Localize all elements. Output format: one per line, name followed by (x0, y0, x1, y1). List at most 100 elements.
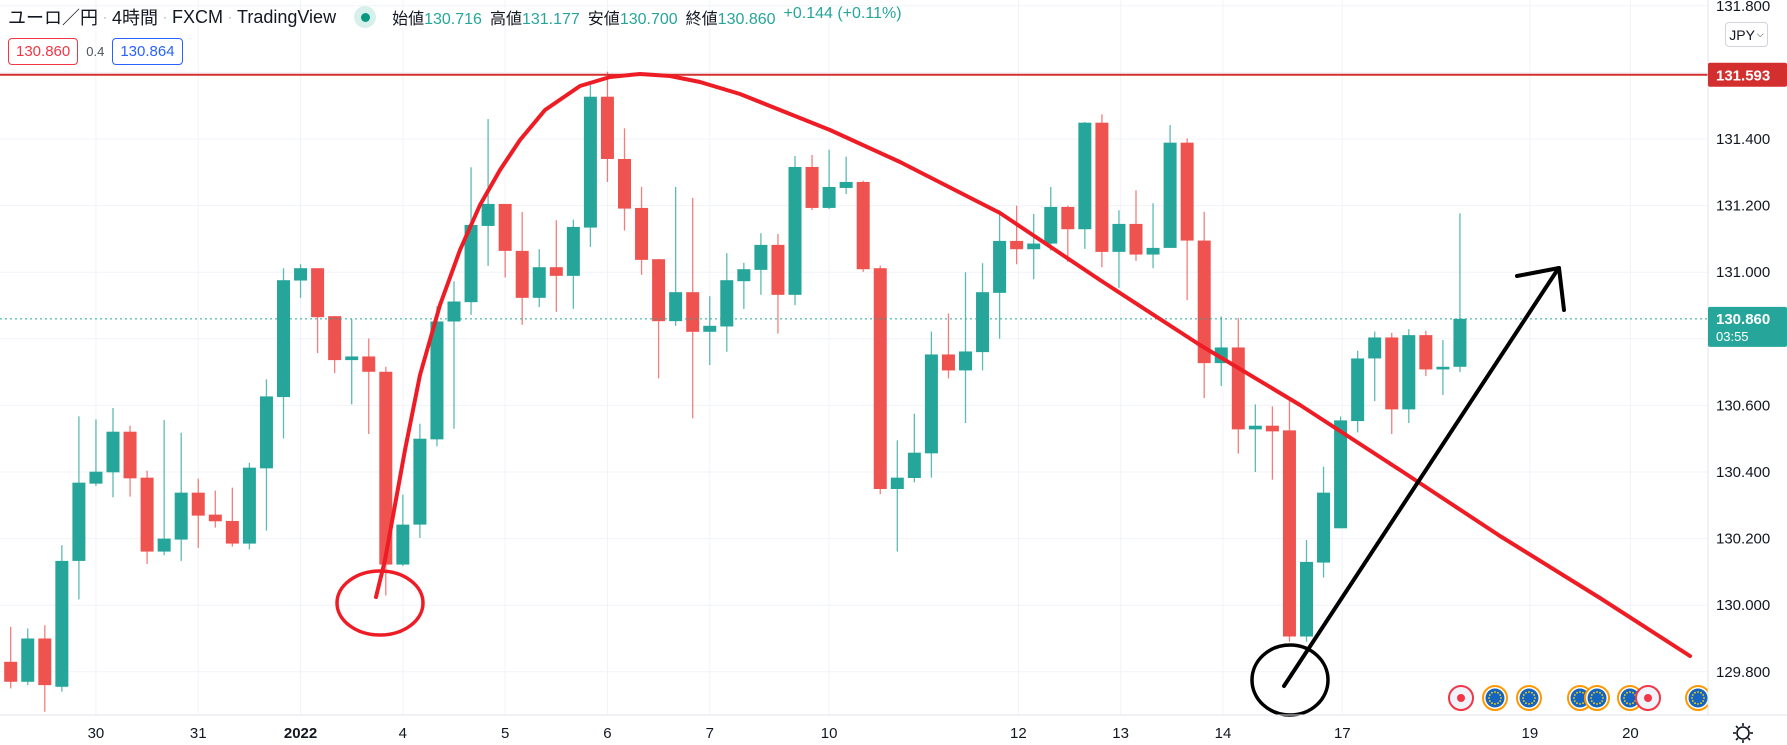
candle (907, 413, 921, 483)
eu-star (1531, 691, 1533, 694)
close-value: 130.860 (717, 11, 776, 28)
settings-gear-icon[interactable] (1733, 723, 1753, 743)
candle (1027, 213, 1041, 280)
candle-body (55, 560, 69, 687)
candle-body (566, 226, 580, 276)
candle (1214, 316, 1228, 387)
eu-star (1700, 691, 1702, 694)
currency-button[interactable]: JPY ⌵ (1725, 22, 1768, 47)
time-tick-label: 10 (821, 725, 838, 742)
low-value: 130.700 (619, 11, 678, 28)
low-label: 安値 (587, 11, 620, 28)
candle-body (1180, 142, 1194, 241)
candle-body (481, 203, 495, 226)
candle (1180, 138, 1194, 301)
candle (1317, 466, 1331, 578)
black-arrow-drawing[interactable] (1282, 266, 1566, 688)
candle-body (1078, 122, 1092, 230)
eu-star (1573, 700, 1576, 702)
candle (1385, 332, 1399, 435)
candle-body (106, 431, 120, 473)
candle-body (174, 492, 188, 540)
candle-body (21, 638, 35, 682)
candle-body (515, 250, 529, 298)
candle-body (1010, 240, 1024, 250)
candle (140, 470, 154, 564)
candle-body (600, 96, 614, 159)
candle (345, 319, 359, 405)
eu-flag (1519, 688, 1539, 708)
hline-price-text: 131.593 (1716, 68, 1770, 85)
eu-star (1579, 691, 1581, 693)
us-event-icon[interactable] (1635, 685, 1661, 711)
time-tick-label: 13 (1112, 725, 1129, 742)
candle-body (822, 186, 836, 208)
symbol-name[interactable]: ユーロ／円 (8, 8, 98, 28)
eu-star (1632, 702, 1634, 705)
eu-star (1593, 691, 1595, 694)
us-event-icon[interactable] (1448, 685, 1474, 711)
candle-body (1163, 142, 1177, 248)
eu-star (1533, 700, 1536, 702)
eu-flag-event-icon[interactable] (1516, 685, 1542, 711)
candle (72, 416, 86, 600)
price-axis[interactable]: 131.800 131.400 131.200 131.000 130.600 130.4… (1716, 0, 1770, 681)
red-arc-drawing[interactable] (374, 72, 1692, 658)
candle (362, 338, 376, 435)
eu-star (1702, 694, 1705, 696)
hline-price-label: 131.593 (1708, 62, 1787, 87)
time-axis[interactable]: 30 31 2022 4 5 6 7 10 12 13 14 17 19 20 (88, 725, 1639, 742)
eu-star (1494, 691, 1496, 693)
candle-body (345, 356, 359, 361)
candle-body (703, 325, 717, 332)
eu-star (1626, 702, 1628, 705)
candle-body (737, 269, 751, 282)
time-tick-label: 12 (1010, 725, 1027, 742)
separator: · (163, 10, 168, 24)
candle (600, 71, 614, 182)
buy-button[interactable]: 130.864 (112, 38, 183, 65)
eu-star (1528, 691, 1530, 693)
candle-body (157, 538, 171, 552)
eu-flag (1620, 688, 1640, 708)
candle (890, 440, 904, 552)
candle (174, 432, 188, 561)
eu-star (1573, 694, 1576, 696)
eu-star (1528, 703, 1530, 705)
eu-flag-event-icon[interactable] (1685, 685, 1711, 711)
candle-body (976, 292, 990, 353)
eu-star (1488, 697, 1490, 699)
eu-star (1525, 691, 1527, 694)
interval[interactable]: 4時間 (112, 8, 159, 28)
price-tick-label: 130.000 (1716, 597, 1770, 614)
candles (4, 71, 1467, 712)
eu-star (1626, 691, 1628, 694)
candle (277, 268, 290, 439)
candle-body (1112, 223, 1126, 252)
currency-label: JPY (1729, 26, 1755, 43)
spread: 0.4 (86, 44, 105, 59)
time-tick-label: 2022 (284, 725, 317, 742)
candle (1044, 186, 1058, 251)
candle (498, 203, 512, 278)
eu-flag (1587, 688, 1607, 708)
eu-star (1691, 694, 1694, 696)
eu-star (1596, 691, 1598, 693)
grid (0, 0, 1708, 715)
eu-flag-event-icon[interactable] (1584, 685, 1610, 711)
candle-body (259, 396, 273, 469)
candle (430, 306, 444, 447)
eu-star (1494, 703, 1496, 705)
candle-body (38, 638, 52, 686)
eu-star (1702, 700, 1705, 702)
market-open-status-icon[interactable] (354, 6, 377, 28)
eu-flag-event-icon[interactable] (1482, 685, 1508, 711)
red-circle-drawing[interactable] (335, 569, 425, 637)
eu-star (1590, 697, 1592, 699)
sell-button[interactable]: 130.860 (8, 38, 79, 65)
candle-body (635, 207, 649, 260)
candle-body (618, 158, 631, 209)
eu-star (1488, 700, 1491, 702)
eu-star (1601, 700, 1604, 702)
